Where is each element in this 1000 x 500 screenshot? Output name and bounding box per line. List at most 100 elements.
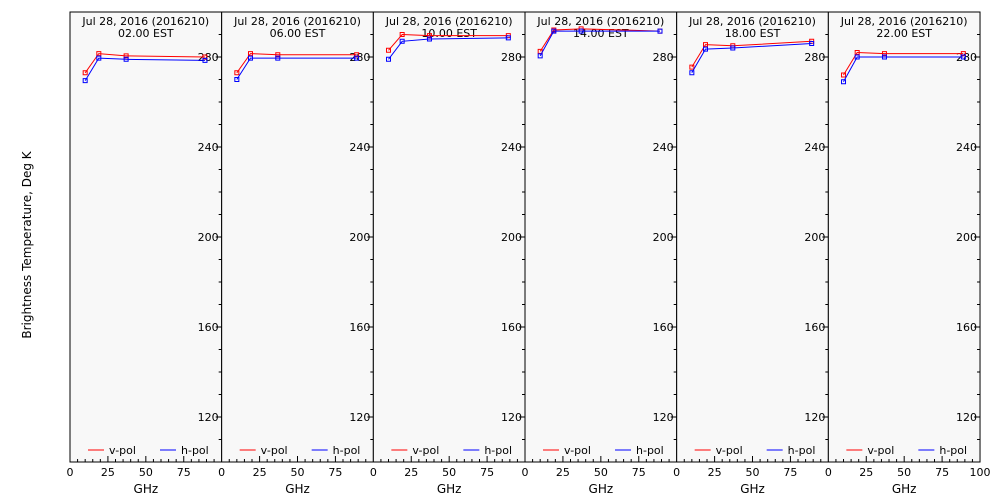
x-tick-label: 75 (177, 466, 191, 479)
data-point-hpol (82, 78, 88, 84)
data-point-vpol (82, 70, 88, 76)
legend-label-hpol: h-pol (788, 444, 816, 457)
data-point-vpol (960, 51, 966, 57)
data-point-hpol (123, 56, 129, 62)
data-point-vpol (202, 54, 208, 60)
data-point-vpol (123, 53, 129, 59)
legend-label-vpol: v-pol (109, 444, 136, 457)
panel-subtitle: 06.00 EST (270, 27, 326, 40)
series-line-vpol (539, 28, 661, 52)
y-tick-label: 160 (804, 321, 825, 334)
data-point-vpol (386, 47, 392, 53)
y-tick-label: 240 (956, 141, 977, 154)
legend-label-hpol: h-pol (636, 444, 664, 457)
x-tick-label: 75 (328, 466, 342, 479)
y-axis-label: Brightness Temperature, Deg K (20, 150, 34, 338)
data-point-vpol (354, 52, 360, 58)
data-point-hpol (702, 46, 708, 52)
data-point-vpol (275, 52, 281, 58)
x-axis-label: GHz (437, 482, 462, 496)
legend-label-vpol: v-pol (564, 444, 591, 457)
y-tick-label: 160 (653, 321, 674, 334)
data-point-hpol (960, 54, 966, 60)
x-tick-label: 75 (783, 466, 797, 479)
data-point-hpol (234, 77, 240, 82)
data-point-hpol (578, 28, 584, 34)
y-tick-label: 120 (653, 411, 674, 424)
y-tick-label: 120 (501, 411, 522, 424)
panel-frame (221, 11, 374, 463)
series-line-vpol (84, 53, 206, 74)
series-line-vpol (843, 51, 964, 76)
data-point-hpol (881, 54, 887, 60)
y-tick-label: 120 (198, 411, 219, 424)
y-tick-label: 240 (198, 141, 219, 154)
x-tick-label: 50 (594, 466, 608, 479)
x-tick-label: 50 (746, 466, 760, 479)
y-tick-label: 280 (349, 51, 370, 64)
y-tick-label: 200 (653, 231, 674, 244)
x-tick-label: 25 (859, 466, 873, 479)
x-axis-label: GHz (740, 482, 765, 496)
data-point-hpol (730, 45, 736, 51)
series-line-hpol (84, 57, 206, 81)
y-tick-label: 200 (198, 231, 219, 244)
x-tick-label: 75 (480, 466, 494, 479)
x-tick-label: 0 (218, 466, 225, 479)
y-tick-label: 240 (349, 141, 370, 154)
series-line-hpol (843, 56, 964, 83)
legend-label-vpol: v-pol (867, 444, 894, 457)
series-line-hpol (236, 57, 357, 80)
chart-panel-3: 120 160 200 240 280 0 25 50 75 GHz Jul 28, 2016 (2… (370, 11, 526, 496)
data-point-vpol (841, 72, 847, 78)
chart-panel-5: 120 160 200 240 280 0 25 50 75 GHz Jul 28, 2016 (2… (673, 11, 829, 496)
panel-frame (827, 11, 981, 463)
y-tick-label: 240 (653, 141, 674, 154)
y-tick-label: 160 (501, 321, 522, 334)
data-point-hpol (657, 28, 663, 34)
x-tick-label: 0 (370, 466, 377, 479)
x-tick-label: 50 (897, 466, 911, 479)
x-tick-label: 50 (139, 466, 153, 479)
y-tick-label: 160 (349, 321, 370, 334)
x-tick-label: 75 (632, 466, 646, 479)
data-point-hpol (689, 70, 695, 76)
panel-subtitle: 22.00 EST (876, 27, 932, 40)
y-tick-label: 120 (956, 411, 977, 424)
legend-label-hpol: h-pol (484, 444, 512, 457)
panel-frame (69, 11, 223, 463)
x-tick-label: 25 (101, 466, 115, 479)
panel-frame (524, 11, 678, 463)
series-line-hpol (388, 37, 509, 60)
data-point-vpol (881, 51, 887, 57)
y-tick-label: 200 (349, 231, 370, 244)
y-tick-label: 200 (804, 231, 825, 244)
data-point-hpol (809, 41, 815, 46)
panel-title: Jul 28, 2016 (2016210) (536, 15, 664, 28)
legend-label-vpol: v-pol (412, 444, 439, 457)
y-tick-label: 160 (956, 321, 977, 334)
y-tick-label: 120 (804, 411, 825, 424)
data-point-vpol (689, 64, 695, 70)
panel-title: Jul 28, 2016 (2016210) (688, 15, 816, 28)
legend-label-vpol: v-pol (261, 444, 288, 457)
panel-subtitle: 18.00 EST (725, 27, 781, 40)
panel-title: Jul 28, 2016 (2016210) (81, 15, 209, 28)
series-line-vpol (388, 33, 509, 51)
data-point-hpol (275, 55, 281, 61)
x-tick-label: 0 (522, 466, 529, 479)
x-tick-label: 25 (404, 466, 418, 479)
legend-label-hpol: h-pol (181, 444, 209, 457)
x-tick-label: 25 (708, 466, 722, 479)
data-point-hpol (247, 55, 253, 61)
y-tick-label: 120 (349, 411, 370, 424)
data-point-vpol (234, 70, 240, 76)
panel-frame (372, 11, 526, 463)
x-axis-label: GHz (285, 482, 310, 496)
data-point-hpol (537, 53, 543, 59)
x-tick-label: 25 (556, 466, 570, 479)
data-point-hpol (426, 36, 432, 42)
data-point-hpol (841, 79, 847, 85)
